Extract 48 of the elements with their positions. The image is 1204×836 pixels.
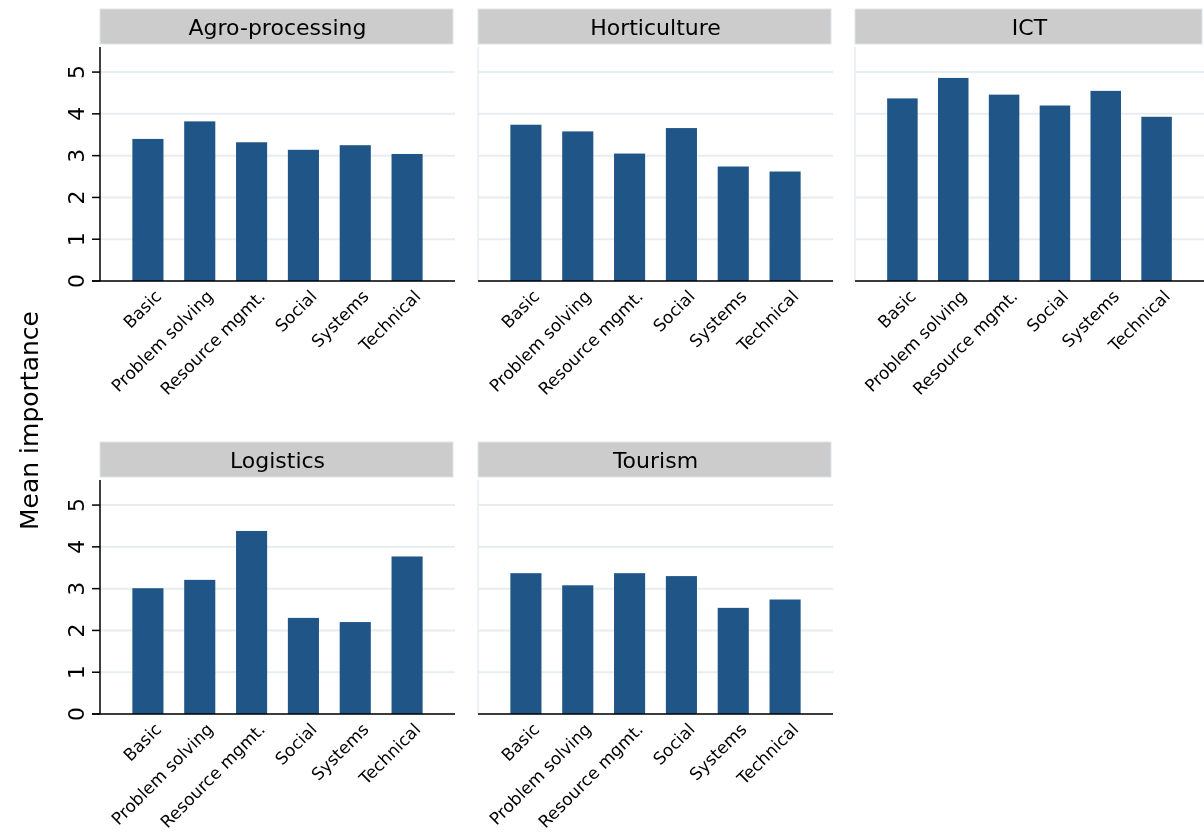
y-tick-label: 5 — [64, 498, 89, 513]
bar — [339, 622, 371, 714]
y-tick-label: 1 — [64, 232, 89, 247]
y-tick-label: 3 — [64, 148, 89, 163]
chart-title: Agro-processing — [188, 14, 367, 40]
y-tick-label: 4 — [64, 539, 89, 554]
bar — [562, 131, 594, 281]
bar — [339, 145, 371, 281]
chart-title: ICT — [1011, 14, 1048, 40]
bar — [562, 585, 594, 714]
chart-title: Logistics — [229, 447, 326, 473]
bar — [184, 121, 216, 281]
bar — [614, 153, 646, 281]
chart-title: Horticulture — [590, 14, 721, 40]
bar — [665, 576, 697, 714]
bar — [391, 556, 423, 714]
bar — [132, 588, 164, 714]
bar — [938, 77, 969, 281]
bar — [988, 94, 1020, 281]
bar — [1090, 90, 1121, 281]
y-tick-label: 2 — [64, 190, 89, 205]
chart-title: Tourism — [611, 447, 699, 473]
bar — [287, 617, 319, 714]
bar — [236, 530, 268, 714]
bar — [236, 142, 268, 281]
bar — [391, 153, 423, 281]
bar — [287, 149, 319, 281]
y-tick-label: 4 — [64, 106, 89, 121]
bar — [1141, 116, 1172, 281]
y-tick-label: 0 — [64, 274, 89, 288]
bar — [614, 573, 646, 714]
bar — [1039, 105, 1071, 281]
bar — [184, 579, 216, 714]
bar — [717, 166, 749, 281]
bar — [887, 98, 918, 281]
bar — [769, 171, 801, 281]
y-tick-label: 3 — [64, 581, 89, 596]
bar — [510, 124, 542, 281]
bar — [510, 573, 542, 714]
y-axis-title: Mean importance — [15, 311, 44, 530]
bar — [665, 128, 697, 281]
y-tick-label: 2 — [64, 623, 89, 638]
bar — [717, 607, 749, 714]
y-tick-label: 1 — [64, 665, 89, 680]
bar — [132, 138, 164, 281]
y-tick-label: 5 — [64, 65, 89, 80]
bar — [769, 599, 801, 714]
y-tick-label: 0 — [64, 707, 89, 721]
